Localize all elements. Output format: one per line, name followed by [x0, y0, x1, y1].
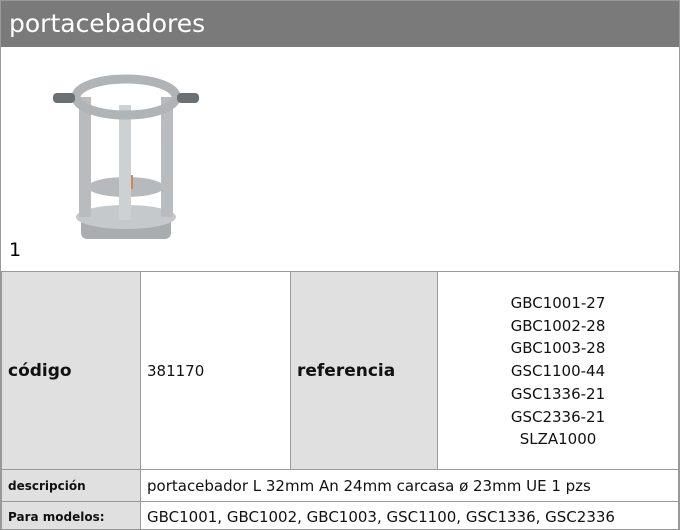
- image-label: 1: [9, 239, 22, 261]
- reference: GBC1002-28: [510, 316, 606, 335]
- reference: GBC1003-28: [510, 339, 606, 358]
- models-label: Para modelos:: [1, 501, 141, 529]
- header-title: portacebadores: [1, 1, 679, 47]
- reference-list: GBC1001-27 GBC1002-28 GBC1003-28 GSC1100-44…: [437, 271, 679, 470]
- image-area: 1: [1, 47, 679, 272]
- description-text: portacebador L 32mm An 24mm carcasa ø 23…: [140, 469, 679, 502]
- description-label: descripción: [1, 469, 141, 502]
- spec-table: código 381170 referencia GBC1001-27 GBC10…: [1, 271, 679, 529]
- code: 381170: [140, 271, 291, 470]
- reference: GSC1336-21: [510, 384, 606, 403]
- models-text: GBC1001, GBC1002, GBC1003, GSC1100, GSC1…: [140, 501, 679, 529]
- reference: GBC1001-27: [510, 294, 606, 313]
- reference: SLZA1000: [519, 430, 597, 449]
- code-label: código: [1, 271, 141, 470]
- reference-label: referencia: [290, 271, 438, 470]
- reference: GSC1100-44: [510, 362, 606, 381]
- reference: GSC2336-21: [510, 407, 606, 426]
- product-image: [53, 74, 199, 239]
